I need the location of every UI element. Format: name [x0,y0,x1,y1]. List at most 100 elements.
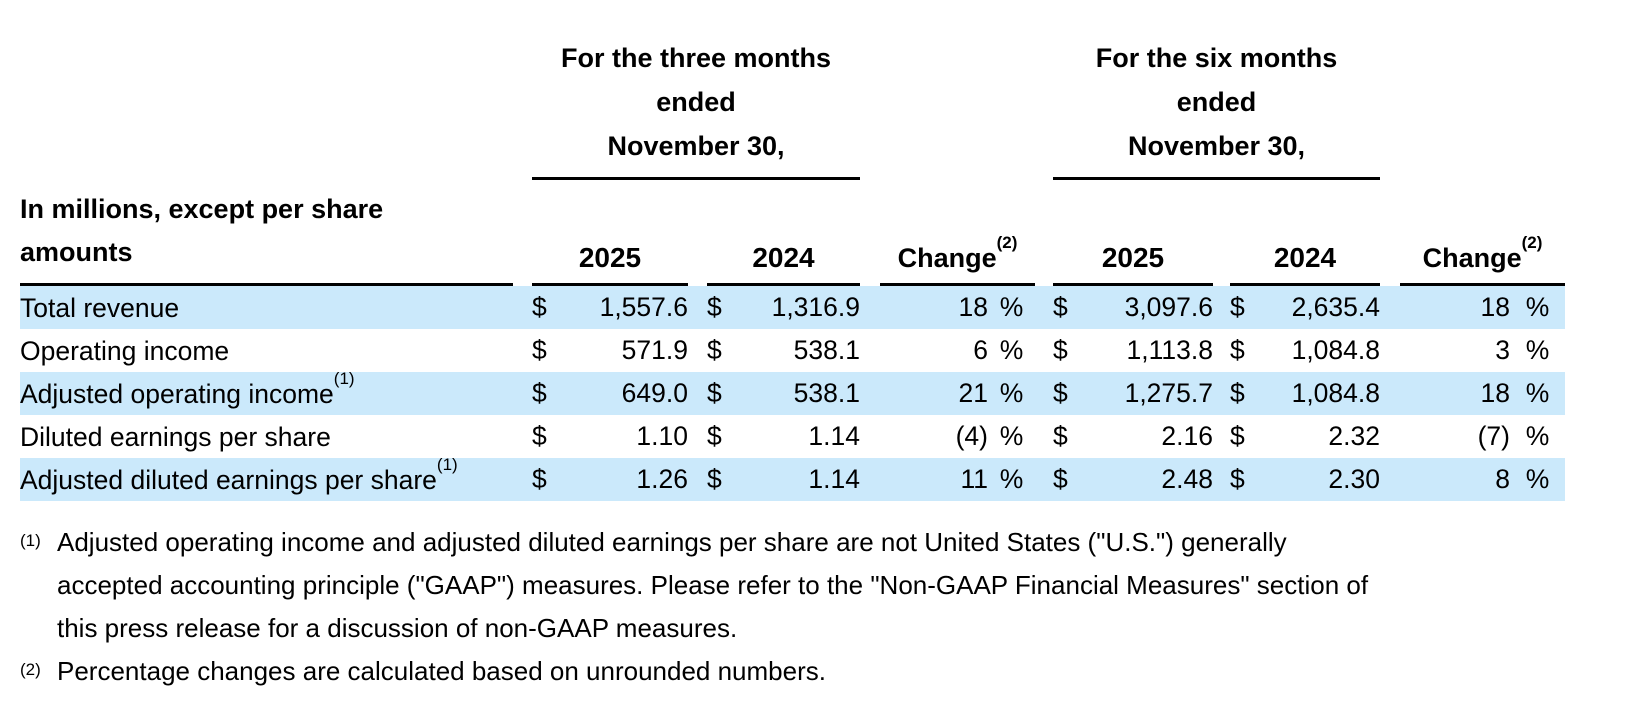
change-footnote-ref: (2) [996,233,1018,252]
percent-sign: % [999,421,1024,451]
three-months-group-header: For the three months ended November 30, [513,36,860,180]
value-cell-sm-2025: $1,275.7 [1035,378,1213,409]
value: 1,084.8 [1291,378,1380,408]
value: 2,635.4 [1291,292,1380,322]
footnote-marker: (2) [20,660,41,679]
value: 2.16 [1161,421,1213,451]
footnote-2: (2) Percentage changes are calculated ba… [20,650,1634,693]
value-cell-sm-2025: $2.16 [1035,421,1213,452]
value: 1,113.8 [1126,335,1213,365]
change-cell-sm: 8% [1380,464,1565,495]
change-value: 6 [973,335,988,365]
dollar-sign: $ [532,292,547,322]
row-label: Total revenue [20,292,180,323]
table-row-adjusted-diluted-eps: Adjusted diluted earnings per share(1) $… [20,454,1565,501]
row-header-label: In millions, except per share amounts [20,180,513,286]
value: 538.1 [793,378,860,408]
period-title-line: November 30, [607,131,785,161]
column-header-row: In millions, except per share amounts 20… [20,180,1565,286]
change-value: 18 [1480,378,1510,408]
value: 2.30 [1328,464,1380,494]
footnote-text: Adjusted operating income and adjusted d… [57,521,1634,650]
dollar-sign: $ [532,335,547,365]
change-cell-sm: 3% [1380,335,1565,366]
change-value: 18 [1480,292,1510,322]
dollar-sign: $ [1230,292,1245,322]
col-header-change-six-months: Change(2) [1400,233,1565,286]
row-label: Operating income [20,335,230,366]
col-header-2025-six-months: 2025 [1053,242,1213,286]
value: 1,557.6 [599,292,688,322]
change-cell-tm: 6% [860,335,1035,366]
dollar-sign: $ [532,464,547,494]
dollar-sign: $ [1053,292,1068,322]
value-cell-sm-2024: $2.30 [1213,464,1380,495]
financial-summary-table: For the three months ended November 30, … [20,0,1565,501]
value-cell-tm-2024: $538.1 [688,335,860,366]
change-label: Change [897,243,997,273]
percent-sign: % [1525,292,1550,322]
dollar-sign: $ [707,335,722,365]
value: 1.10 [636,421,688,451]
dollar-sign: $ [1053,421,1068,451]
footnote-line: accepted accounting principle ("GAAP") m… [57,570,1369,600]
value-cell-tm-2025: $1.10 [513,421,688,452]
col-header-2024-six-months: 2024 [1230,242,1380,286]
percent-sign: % [999,335,1024,365]
dollar-sign: $ [707,292,722,322]
row-footnote-ref: (1) [436,454,458,474]
value-cell-tm-2025: $649.0 [513,378,688,409]
row-label: Diluted earnings per share [20,421,331,452]
row-label: Adjusted operating income(1) [20,368,355,409]
dollar-sign: $ [532,378,547,408]
dollar-sign: $ [707,421,722,451]
value: 1.14 [808,464,860,494]
footnote-line: this press release for a discussion of n… [57,613,738,643]
table-row-diluted-eps: Diluted earnings per share $1.10 $1.14 (… [20,415,1565,458]
value: 2.48 [1161,464,1213,494]
value: 1,084.8 [1291,335,1380,365]
change-cell-tm: 21% [860,378,1035,409]
value-cell-sm-2025: $2.48 [1035,464,1213,495]
change-value: 21 [958,378,988,408]
change-value: 8 [1495,464,1510,494]
change-label: Change [1422,243,1522,273]
value: 1.26 [636,464,688,494]
col-header-2025-three-months: 2025 [532,242,688,286]
dollar-sign: $ [707,378,722,408]
value-cell-sm-2024: $2,635.4 [1213,292,1380,323]
value-cell-tm-2025: $571.9 [513,335,688,366]
change-value: 11 [960,464,988,494]
percent-sign: % [999,378,1024,408]
dollar-sign: $ [1230,421,1245,451]
change-cell-sm: 18% [1380,292,1565,323]
six-months-group-header: For the six months ended November 30, [1035,36,1380,180]
percent-sign: % [999,292,1024,322]
change-cell-sm: 18% [1380,378,1565,409]
value-cell-sm-2024: $1,084.8 [1213,335,1380,366]
footnotes-section: (1) Adjusted operating income and adjust… [20,521,1634,693]
change-footnote-ref: (2) [1521,233,1543,252]
table-row-operating-income: Operating income $571.9 $538.1 6% $1,113… [20,329,1565,372]
value: 571.9 [621,335,688,365]
dollar-sign: $ [1053,464,1068,494]
percent-sign: % [1525,421,1550,451]
change-value: (7) [1477,421,1510,451]
value: 1,275.7 [1124,378,1213,408]
change-value: (4) [955,421,988,451]
row-header-line2: amounts [20,237,133,267]
dollar-sign: $ [1230,335,1245,365]
value-cell-sm-2024: $2.32 [1213,421,1380,452]
footnote-1: (1) Adjusted operating income and adjust… [20,521,1634,650]
change-cell-tm: 11% [860,464,1035,495]
value-cell-tm-2025: $1,557.6 [513,292,688,323]
value: 2.32 [1328,421,1380,451]
value-cell-tm-2024: $1.14 [688,421,860,452]
dollar-sign: $ [1230,378,1245,408]
row-header-line1: In millions, except per share [20,194,384,224]
value: 649.0 [621,378,688,408]
value-cell-tm-2024: $1,316.9 [688,292,860,323]
change-cell-tm: (4)% [860,421,1035,452]
period-title-line: November 30, [1127,131,1306,161]
